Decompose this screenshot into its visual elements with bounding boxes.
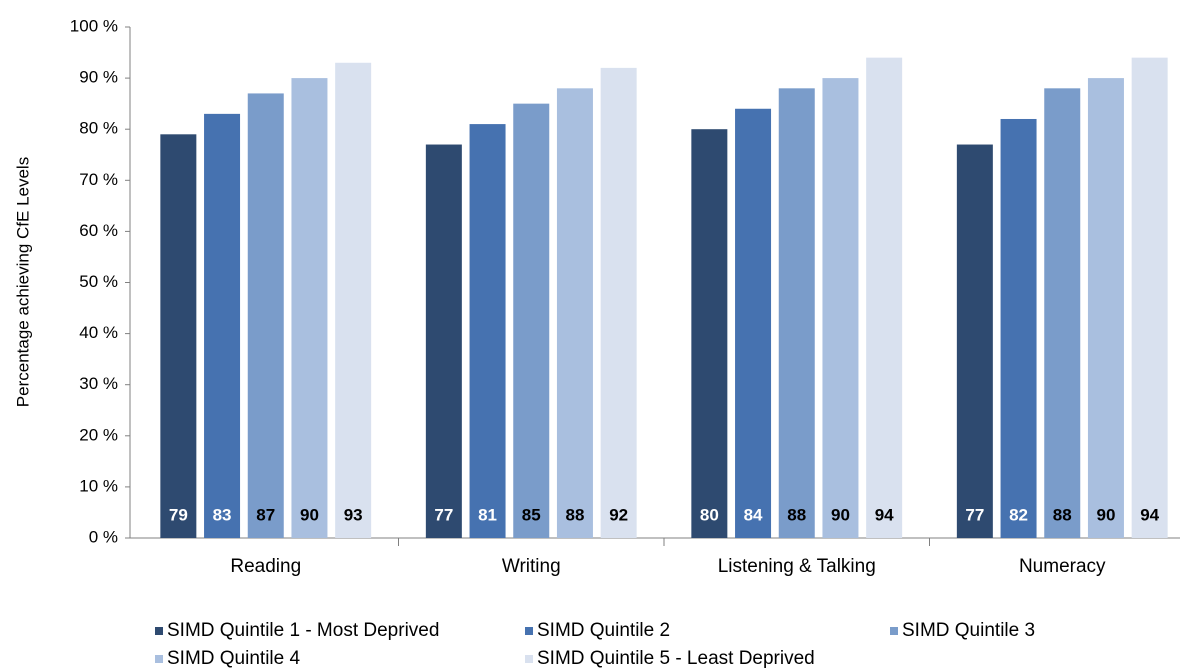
- y-tick-label: 100 %: [70, 16, 118, 35]
- data-label: 82: [1009, 505, 1028, 524]
- legend-label: SIMD Quintile 2: [537, 620, 670, 641]
- data-label: 90: [831, 505, 850, 524]
- x-tick-label: Numeracy: [1019, 556, 1106, 577]
- y-tick-label: 30 %: [79, 374, 118, 393]
- data-label: 88: [565, 505, 584, 524]
- data-label: 92: [609, 505, 628, 524]
- legend-label: SIMD Quintile 1 - Most Deprived: [167, 620, 439, 641]
- data-label: 88: [1053, 505, 1072, 524]
- bar: [1044, 88, 1081, 538]
- legend-swatch: [155, 655, 163, 663]
- data-label: 83: [213, 505, 232, 524]
- legend-swatch: [890, 627, 898, 635]
- x-tick-label: Writing: [502, 556, 561, 577]
- legend-swatch: [525, 655, 533, 663]
- legend-swatch: [525, 627, 533, 635]
- bar: [956, 144, 993, 538]
- data-label: 94: [1140, 505, 1159, 524]
- bar: [1000, 118, 1037, 538]
- data-label: 81: [478, 505, 497, 524]
- bar: [469, 124, 506, 538]
- bar: [160, 134, 197, 538]
- y-tick-label: 90 %: [79, 68, 118, 87]
- bar: [1087, 78, 1124, 538]
- bar: [735, 108, 772, 538]
- y-axis-label: Percentage achieving CfE Levels: [13, 157, 32, 407]
- bar: [1131, 57, 1168, 538]
- data-label: 93: [344, 505, 363, 524]
- data-label: 80: [700, 505, 719, 524]
- bar: [291, 78, 328, 538]
- data-label: 88: [787, 505, 806, 524]
- y-tick-label: 50 %: [79, 272, 118, 291]
- y-tick-label: 80 %: [79, 119, 118, 138]
- data-label: 77: [965, 505, 984, 524]
- data-label: 90: [1096, 505, 1115, 524]
- y-tick-label: 70 %: [79, 170, 118, 189]
- y-tick-label: 40 %: [79, 323, 118, 342]
- bar: [691, 129, 728, 538]
- bar: [556, 88, 593, 538]
- bar: [335, 62, 372, 539]
- bar: [822, 78, 859, 538]
- x-tick-label: Listening & Talking: [718, 556, 876, 577]
- bar: [247, 93, 284, 539]
- bar: [513, 103, 550, 539]
- y-tick-label: 10 %: [79, 476, 118, 495]
- bar: [778, 88, 815, 538]
- bar: [600, 67, 637, 538]
- data-label: 90: [300, 505, 319, 524]
- legend-label: SIMD Quintile 4: [167, 648, 300, 669]
- y-tick-label: 20 %: [79, 425, 118, 444]
- x-tick-label: Reading: [230, 556, 301, 577]
- data-label: 87: [256, 505, 275, 524]
- legend-swatch: [155, 627, 163, 635]
- y-tick-label: 60 %: [79, 221, 118, 240]
- data-label: 94: [875, 505, 894, 524]
- bar: [866, 57, 903, 538]
- legend-label: SIMD Quintile 5 - Least Deprived: [537, 648, 815, 669]
- legend-label: SIMD Quintile 3: [902, 620, 1035, 641]
- data-label: 84: [744, 505, 763, 524]
- data-label: 79: [169, 505, 188, 524]
- bar: [204, 113, 241, 539]
- data-label: 85: [522, 505, 541, 524]
- y-tick-label: 0 %: [89, 527, 118, 546]
- bar: [425, 144, 462, 538]
- data-label: 77: [434, 505, 453, 524]
